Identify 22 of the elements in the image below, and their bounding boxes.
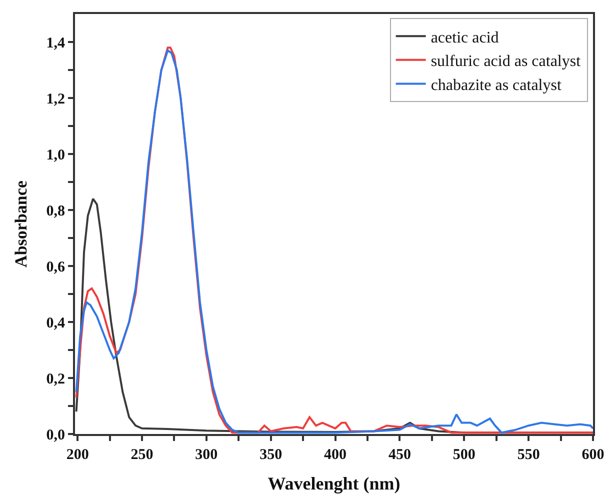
y-tick-label: 0,6 (46, 259, 66, 276)
y-tick-label: 1,4 (46, 35, 66, 52)
legend-label: sulfuric acid as catalyst (430, 53, 582, 70)
y-tick-label: 1,2 (46, 91, 65, 108)
y-tick-label: 0,4 (46, 315, 66, 332)
x-tick-label: 550 (517, 447, 540, 463)
y-tick-label: 1,0 (46, 147, 65, 164)
x-tick-label: 500 (452, 447, 476, 463)
legend-label: acetic acid (430, 29, 499, 46)
x-tick-label: 600 (582, 447, 604, 463)
y-tick-label: 0,2 (46, 371, 65, 388)
x-tick-label: 200 (66, 447, 89, 463)
y-tick-label: 0,8 (46, 203, 65, 220)
x-tick-label: 400 (324, 447, 347, 463)
x-tick-label: 300 (195, 447, 218, 463)
y-axis-title: Absorbance (11, 180, 30, 268)
x-tick-label: 250 (130, 447, 154, 463)
legend-label: chabazite as catalyst (430, 76, 562, 94)
y-tick-label: 0,0 (46, 427, 65, 444)
x-tick-label: 450 (388, 447, 411, 463)
x-axis-title: Wavelenght (nm) (268, 474, 400, 494)
x-tick-label: 350 (260, 447, 282, 463)
